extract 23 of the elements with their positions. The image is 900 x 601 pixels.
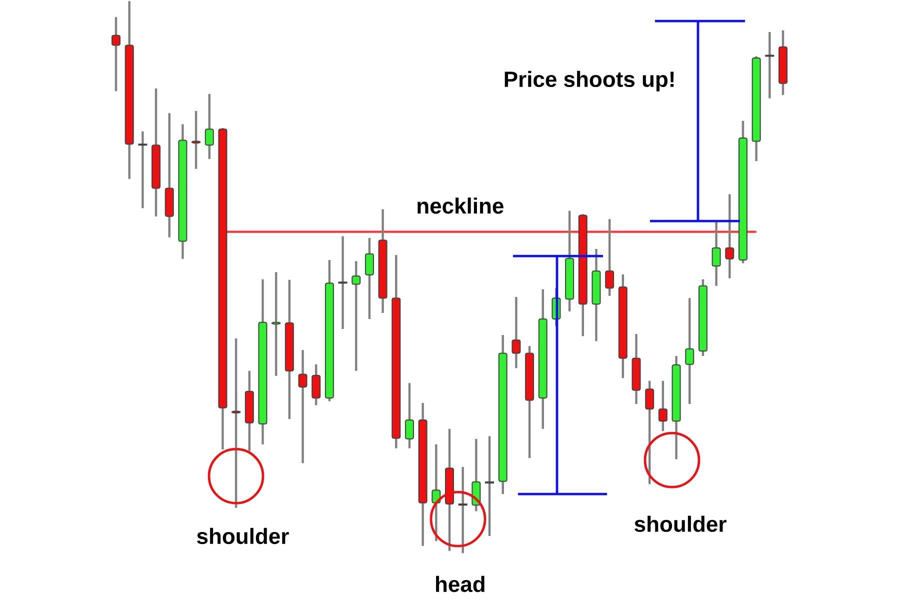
text: head: [436, 576, 484, 592]
candlestick: [192, 110, 201, 170]
candlestick: [765, 30, 774, 100]
candlestick: [272, 270, 281, 377]
annotation: shoulder: [634, 516, 726, 532]
candlestick: [138, 130, 148, 210]
candlestick: [404, 382, 414, 450]
candlestick: [312, 363, 321, 406]
candlestick: [658, 380, 668, 432]
candlestick: [338, 235, 348, 330]
ref-line-label: neckline: [418, 198, 504, 214]
candlestick: [112, 16, 121, 92]
candlestick: [364, 236, 374, 320]
candlestick: [605, 218, 614, 297]
candlestick: [725, 193, 734, 280]
annotation: shoulder: [197, 528, 289, 544]
annotation: Price shoots up!: [504, 70, 674, 92]
candlestick: [485, 434, 494, 538]
candlestick: [685, 296, 694, 406]
candlestick: [352, 260, 361, 372]
candlestick: [512, 296, 521, 370]
candlestick: [204, 92, 214, 160]
candlestick: [298, 348, 308, 464]
